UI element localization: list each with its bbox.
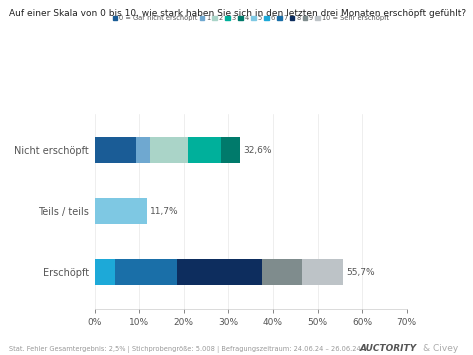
Text: 11,7%: 11,7% [150, 207, 179, 216]
Bar [95, 260, 114, 285]
Bar [95, 137, 136, 163]
Bar [262, 260, 302, 285]
Text: Auf einer Skala von 0 bis 10, wie stark haben Sie sich in den letzten drei Monat: Auf einer Skala von 0 bis 10, wie stark … [9, 9, 466, 18]
Bar [302, 260, 343, 285]
Legend: 0 = Gar nicht erschöpft, 1, 2, 3, 4, 5, 6, 7, 8, 9, 10 = Sehr erschöpft: 0 = Gar nicht erschöpft, 1, 2, 3, 4, 5, … [113, 15, 389, 21]
Bar [136, 137, 150, 163]
Bar [177, 260, 262, 285]
Text: & Civey: & Civey [423, 344, 459, 353]
Text: 32,6%: 32,6% [244, 146, 272, 155]
Text: Stat. Fehler Gesamtergebnis: 2,5% | Stichprobengröße: 5.008 | Befragungszeitraum: Stat. Fehler Gesamtergebnis: 2,5% | Stic… [9, 346, 361, 353]
Text: AUCTORITY: AUCTORITY [359, 344, 417, 353]
Bar [188, 137, 221, 163]
Bar [114, 260, 177, 285]
Text: 55,7%: 55,7% [347, 268, 375, 277]
Bar [95, 198, 147, 224]
Bar [150, 137, 188, 163]
Bar [221, 137, 240, 163]
